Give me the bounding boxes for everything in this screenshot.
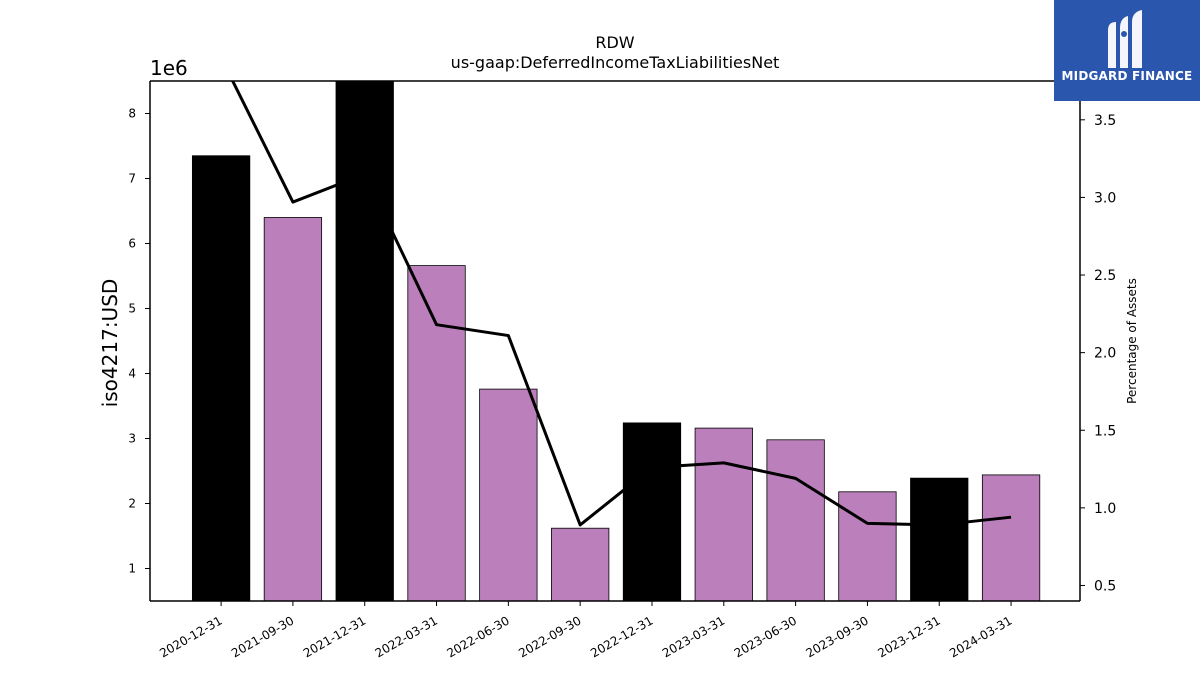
logo-text: MIDGARD FINANCE (1061, 69, 1193, 83)
bar-2024-03-31 (981, 474, 1041, 602)
x-tick-label: 2023-03-31 (660, 613, 727, 660)
bar-2023-12-31 (910, 477, 969, 602)
y-axis-label: iso4217:USD (98, 278, 122, 408)
y-tick-label: 1 (128, 562, 136, 576)
line-series (231, 81, 1012, 527)
y-tick-label: 7 (128, 172, 136, 186)
chart-title: RDW (595, 33, 635, 52)
bar-2022-09-30 (551, 527, 610, 602)
x-tick-label: 2022-06-30 (444, 613, 511, 660)
bar-2022-06-30 (479, 388, 538, 602)
bar-2023-03-31 (694, 427, 753, 602)
x-tick-label: 2023-09-30 (804, 613, 871, 660)
y2-tick-label: 3.5 (1094, 113, 1116, 129)
y2-tick-label: 3.0 (1094, 190, 1116, 206)
x-tick-label: 2023-06-30 (732, 613, 799, 660)
x-tick-label: 2021-12-31 (301, 613, 368, 660)
x-tick-label: 2022-09-30 (516, 613, 583, 660)
y-tick-label: 6 (128, 237, 136, 251)
x-tick-label: 2022-12-31 (588, 613, 655, 660)
y2-tick-label: 2.0 (1094, 346, 1116, 362)
bar-2022-12-31 (622, 422, 682, 602)
bar-2020-12-31 (191, 155, 251, 602)
y2-tick-label: 2.5 (1094, 268, 1116, 284)
logo: MIDGARD FINANCE (1054, 0, 1200, 101)
bar-2022-03-31 (407, 265, 466, 602)
y2-axis-label: Percentage of Assets (1125, 278, 1139, 404)
y-tick-label: 4 (128, 367, 136, 381)
x-tick-label: 2023-12-31 (875, 613, 942, 660)
bar-2023-06-30 (766, 439, 825, 602)
chart-subtitle: us-gaap:DeferredIncomeTaxLiabilitiesNet (450, 53, 780, 72)
y-tick-label: 8 (128, 107, 136, 121)
logo-mark-icon (1108, 10, 1142, 68)
bar-2021-12-31 (335, 80, 394, 602)
bar-2023-09-30 (838, 491, 897, 602)
x-tick-label: 2021-09-30 (229, 613, 296, 660)
x-tick-label: 2020-12-31 (157, 613, 224, 660)
y2-tick-label: 0.5 (1094, 578, 1116, 594)
y-tick-label: 5 (128, 302, 136, 316)
x-tick-label: 2022-03-31 (373, 613, 440, 660)
y-tick-label: 3 (128, 432, 136, 446)
y-tick-label: 2 (128, 497, 136, 511)
bar-2021-09-30 (263, 217, 323, 602)
x-tick-label: 2024-03-31 (947, 613, 1014, 660)
y-scale-label: 1e6 (150, 56, 188, 80)
y2-tick-label: 1.5 (1094, 423, 1116, 439)
y2-tick-label: 1.0 (1094, 501, 1116, 517)
